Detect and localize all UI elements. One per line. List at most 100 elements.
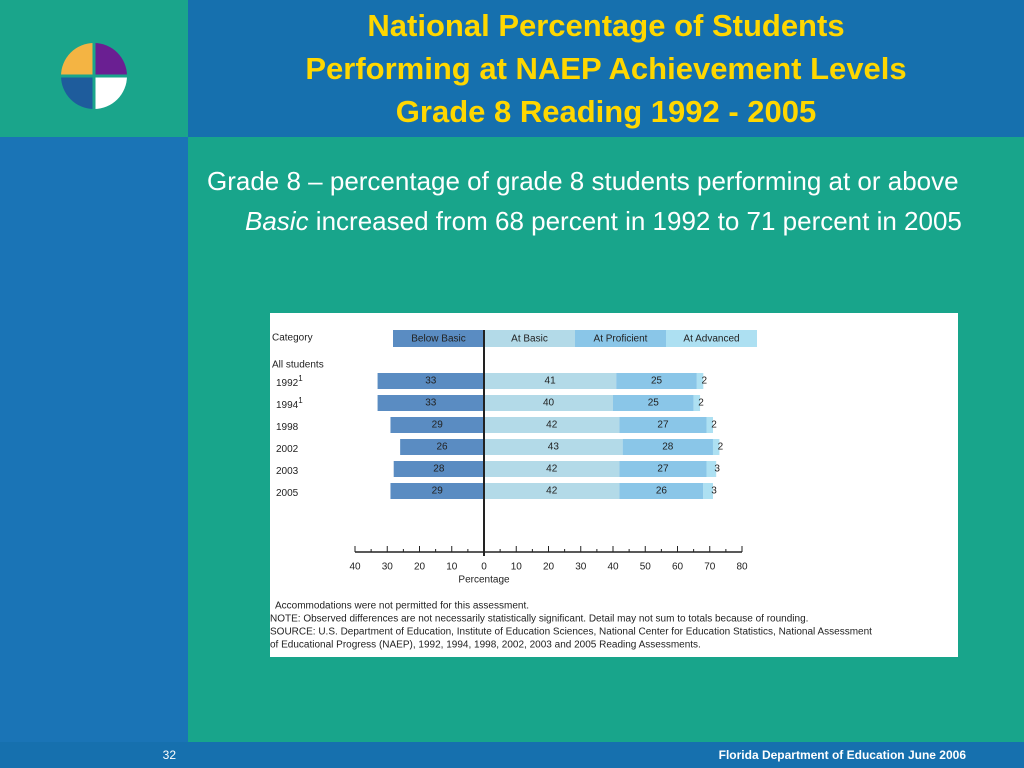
bar-segment [706, 461, 717, 477]
footer-band [0, 742, 1024, 768]
category-note: 1 [298, 374, 303, 383]
x-tick-label: 10 [446, 562, 458, 573]
data-label: 26 [437, 442, 449, 453]
category-label: 2003 [276, 466, 299, 477]
data-label: 40 [543, 398, 555, 409]
category-label: 2005 [276, 488, 299, 499]
data-label: 33 [425, 376, 437, 387]
category-header: Category [272, 333, 313, 344]
title: National Percentage of Students Performi… [188, 4, 1024, 133]
x-tick-label: 50 [640, 562, 652, 573]
chart-frame: Category Below Basic At Basic At Proficient… [270, 313, 958, 657]
data-label: 3 [714, 464, 720, 475]
legend-swatch [666, 330, 757, 347]
x-tick-label: 70 [704, 562, 716, 573]
x-tick-label: 60 [672, 562, 684, 573]
x-tick-label: 10 [511, 562, 523, 573]
data-label: 41 [545, 376, 557, 387]
category-label: 19921 [276, 374, 303, 389]
note: NOTE: Observed differences are not neces… [270, 614, 808, 625]
bar-segment [390, 483, 484, 499]
data-label: 25 [651, 376, 663, 387]
bar-segment [619, 461, 707, 477]
data-label: 28 [433, 464, 445, 475]
bar-segment [696, 373, 704, 389]
bar-segment [712, 439, 720, 455]
data-label: 2 [711, 420, 717, 431]
x-axis-label: Percentage [458, 575, 510, 586]
x-tick-label: 40 [349, 562, 361, 573]
data-label: 28 [662, 442, 674, 453]
data-label: 42 [546, 420, 558, 431]
bar-segment [484, 439, 623, 455]
category-text: 2005 [276, 488, 299, 499]
legend-label: Below Basic [411, 334, 465, 345]
title-line: Performing at NAEP Achievement Levels [305, 51, 907, 86]
data-label: 2 [698, 398, 704, 409]
category-text: 1992 [276, 378, 299, 389]
note: SOURCE: U.S. Department of Education, In… [270, 627, 872, 638]
note: Accommodations were not permitted for th… [275, 601, 529, 612]
bar-segment [703, 483, 713, 499]
data-label: 2 [702, 376, 708, 387]
bar-segment [377, 373, 484, 389]
bar-segment [616, 373, 697, 389]
category-label: 1998 [276, 422, 299, 433]
category-label: 19941 [276, 396, 303, 411]
group-label: All students [272, 360, 324, 371]
body-text-part: Grade 8 – percentage of grade 8 students… [207, 166, 959, 196]
bar-segment [693, 395, 701, 411]
legend-swatch [393, 330, 484, 347]
legend-swatch [484, 330, 575, 347]
footer-text: Florida Department of Education June 200… [718, 748, 966, 762]
bar-segment [484, 417, 620, 433]
bar-segment [622, 439, 713, 455]
bar-segment [377, 395, 484, 411]
x-tick-label: 30 [575, 562, 587, 573]
page-number: 32 [162, 748, 176, 762]
category-text: 2003 [276, 466, 299, 477]
legend-label: At Advanced [683, 334, 739, 345]
body-text-part: increased from 68 percent in 1992 to 71 … [308, 206, 962, 236]
data-label: 27 [657, 420, 669, 431]
category-text: 2002 [276, 444, 299, 455]
legend-swatch [575, 330, 666, 347]
data-label: 3 [711, 486, 717, 497]
body-emphasis: Basic [245, 206, 309, 236]
bar-segment [706, 417, 713, 433]
legend-label: At Basic [511, 334, 548, 345]
x-tick-label: 30 [382, 562, 394, 573]
data-label: 26 [656, 486, 668, 497]
data-label: 29 [432, 420, 444, 431]
data-label: 43 [548, 442, 560, 453]
bar-segment [484, 395, 613, 411]
data-label: 42 [546, 486, 558, 497]
bar-segment [484, 483, 620, 499]
data-label: 2 [718, 442, 724, 453]
data-label: 27 [657, 464, 669, 475]
category-label: 2002 [276, 444, 299, 455]
x-tick-label: 0 [481, 562, 487, 573]
title-line: National Percentage of Students [367, 8, 845, 43]
category-text: 1998 [276, 422, 299, 433]
bar-segment [400, 439, 484, 455]
bar-segment [613, 395, 694, 411]
data-label: 33 [425, 398, 437, 409]
data-label: 29 [432, 486, 444, 497]
bar-segment [390, 417, 484, 433]
logo [60, 42, 128, 110]
bar-segment [619, 417, 707, 433]
body-text: Grade 8 – percentage of grade 8 students… [207, 161, 965, 241]
x-tick-label: 20 [414, 562, 426, 573]
chart: Category Below Basic At Basic At Proficient… [270, 330, 872, 651]
bar-segment [619, 483, 704, 499]
data-label: 25 [648, 398, 660, 409]
x-tick-label: 40 [607, 562, 619, 573]
x-tick-label: 20 [543, 562, 555, 573]
title-line: Grade 8 Reading 1992 - 2005 [395, 94, 817, 129]
header-band [188, 0, 1024, 137]
legend-label: At Proficient [594, 334, 648, 345]
bar-segment [484, 461, 620, 477]
